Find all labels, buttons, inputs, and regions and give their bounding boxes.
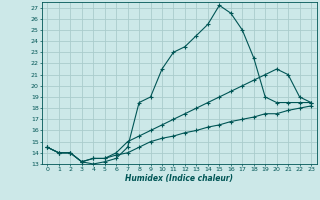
X-axis label: Humidex (Indice chaleur): Humidex (Indice chaleur) bbox=[125, 174, 233, 183]
